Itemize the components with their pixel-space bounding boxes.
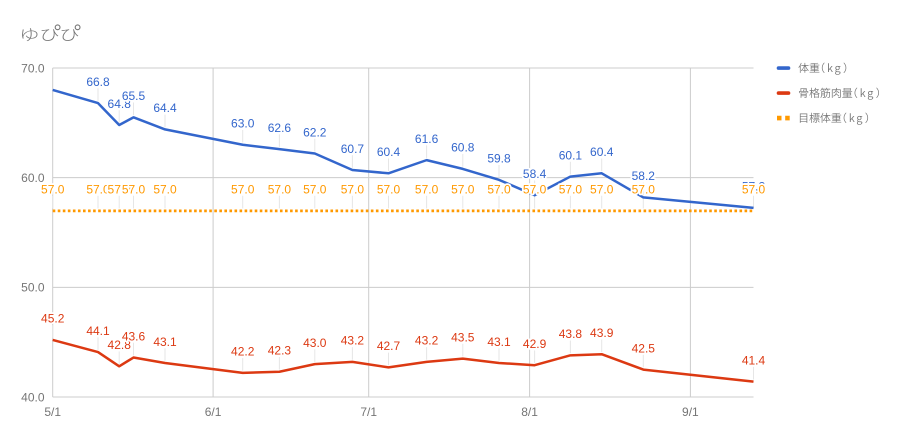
svg-text:57.0: 57.0	[41, 182, 65, 196]
svg-text:42.7: 42.7	[377, 339, 401, 353]
svg-text:60.4: 60.4	[590, 145, 614, 159]
svg-text:9/1: 9/1	[682, 405, 699, 419]
svg-text:57.0: 57.0	[268, 182, 292, 196]
svg-text:43.9: 43.9	[590, 326, 614, 340]
svg-text:63.0: 63.0	[231, 117, 255, 131]
svg-text:57.0: 57.0	[86, 182, 110, 196]
svg-text:50.0: 50.0	[21, 281, 45, 295]
svg-text:60.4: 60.4	[377, 145, 401, 159]
svg-text:64.8: 64.8	[108, 97, 132, 111]
svg-text:65.5: 65.5	[122, 89, 146, 103]
svg-text:57.0: 57.0	[559, 182, 583, 196]
svg-text:57.0: 57.0	[341, 182, 365, 196]
svg-text:60.7: 60.7	[341, 142, 365, 156]
svg-text:42.8: 42.8	[108, 338, 132, 352]
svg-text:57.0: 57.0	[377, 182, 401, 196]
svg-text:7/1: 7/1	[360, 405, 377, 419]
svg-text:61.6: 61.6	[415, 132, 439, 146]
svg-text:43.1: 43.1	[487, 335, 511, 349]
svg-text:57.0: 57.0	[122, 182, 146, 196]
svg-text:62.2: 62.2	[303, 125, 327, 139]
svg-text:43.1: 43.1	[153, 335, 177, 349]
svg-text:5/1: 5/1	[44, 405, 61, 419]
svg-text:40.0: 40.0	[21, 390, 45, 404]
svg-text:57.0: 57.0	[415, 182, 439, 196]
svg-text:43.2: 43.2	[415, 334, 439, 348]
svg-text:42.5: 42.5	[632, 341, 656, 355]
svg-text:43.2: 43.2	[341, 334, 365, 348]
svg-text:57.2: 57.2	[742, 180, 766, 194]
svg-text:43.0: 43.0	[303, 336, 327, 350]
svg-text:58.4: 58.4	[523, 167, 547, 181]
svg-text:44.1: 44.1	[86, 324, 110, 338]
svg-text:42.9: 42.9	[523, 337, 547, 351]
svg-text:45.2: 45.2	[41, 312, 65, 326]
svg-text:57.0: 57.0	[451, 182, 475, 196]
svg-text:43.5: 43.5	[451, 330, 475, 344]
svg-text:57.0: 57.0	[523, 182, 547, 196]
svg-text:57.0: 57.0	[487, 182, 511, 196]
svg-text:60.0: 60.0	[21, 171, 45, 185]
svg-text:57.0: 57.0	[231, 182, 255, 196]
svg-text:62.6: 62.6	[268, 121, 292, 135]
svg-text:57.0: 57.0	[742, 182, 766, 196]
svg-text:41.4: 41.4	[742, 353, 766, 367]
svg-text:57.0: 57.0	[108, 182, 132, 196]
svg-text:64.4: 64.4	[153, 101, 177, 115]
svg-text:57.0: 57.0	[632, 182, 656, 196]
svg-text:59.8: 59.8	[487, 152, 511, 166]
svg-text:57.0: 57.0	[590, 182, 614, 196]
svg-text:66.8: 66.8	[86, 75, 110, 89]
svg-text:57.0: 57.0	[303, 182, 327, 196]
svg-text:43.6: 43.6	[122, 329, 146, 343]
svg-text:70.0: 70.0	[21, 61, 45, 75]
svg-text:58.2: 58.2	[632, 169, 656, 183]
svg-text:6/1: 6/1	[205, 405, 222, 419]
svg-text:60.1: 60.1	[559, 148, 583, 162]
svg-text:43.8: 43.8	[559, 327, 583, 341]
svg-text:42.3: 42.3	[268, 344, 292, 358]
svg-text:8/1: 8/1	[521, 405, 538, 419]
svg-text:60.8: 60.8	[451, 141, 475, 155]
svg-text:57.0: 57.0	[153, 182, 177, 196]
svg-text:42.2: 42.2	[231, 345, 255, 359]
